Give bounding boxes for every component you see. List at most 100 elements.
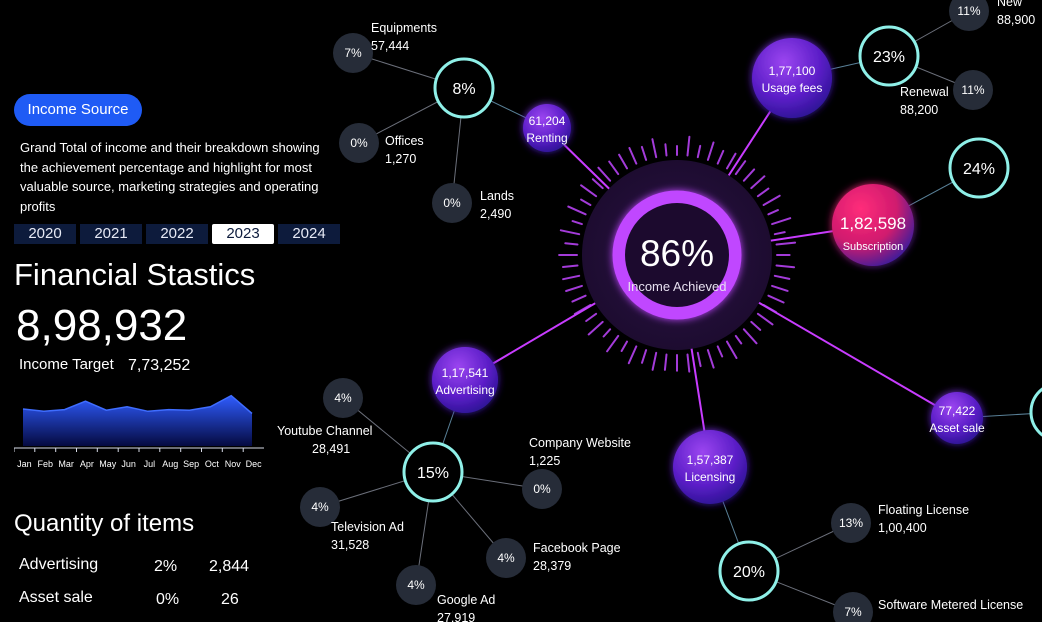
- tick-ring-mark: [767, 209, 779, 216]
- leaf-pct: 4%: [497, 551, 515, 565]
- tick-ring-mark: [628, 147, 638, 165]
- leaf-label: Offices: [385, 134, 424, 148]
- center-label: Income Achieved: [627, 279, 726, 294]
- x-tick-label-jan: Jan: [17, 459, 32, 469]
- leaf-label: Television Ad: [331, 520, 404, 534]
- source-label-subscription: Subscription: [843, 241, 904, 253]
- tick-ring-mark: [750, 320, 762, 331]
- tick-ring-mark: [716, 149, 725, 165]
- tick-ring-mark: [756, 312, 774, 326]
- hub-pct-subscription: 24%: [963, 161, 995, 178]
- center-inner: [625, 203, 729, 307]
- tick-ring-mark: [580, 184, 598, 198]
- leaf-label: Company Website: [529, 436, 631, 450]
- tick-ring-mark: [602, 328, 612, 338]
- tick-ring-mark: [608, 160, 620, 176]
- tick-ring-mark: [742, 328, 758, 345]
- tick-ring-mark: [756, 187, 770, 198]
- hub-pct-usage-fees: 23%: [873, 49, 905, 66]
- monthly-area-chart: Jan Feb Mar Apr May Jun Jul Aug Sep Oct Nov Dec: [14, 394, 264, 469]
- qty-row-advertising-pct: 2%: [154, 558, 178, 575]
- source-value-advertising: 1,17,541: [442, 366, 489, 380]
- grand-total: 8,98,932: [16, 301, 188, 350]
- tick-ring-mark: [734, 160, 747, 176]
- leaf-pct: 4%: [311, 500, 329, 514]
- tick-ring-mark: [587, 320, 604, 336]
- year-tab-2021[interactable]: 2021: [80, 224, 142, 244]
- tick-ring-mark: [651, 138, 658, 159]
- leaf-label: Youtube Channel: [277, 424, 372, 438]
- leaf-value: 2,490: [480, 207, 511, 221]
- source-value-renting: 61,204: [529, 114, 566, 128]
- tick-ring-mark: [750, 175, 766, 190]
- tick-ring-mark: [620, 340, 628, 352]
- tick-ring-mark: [640, 145, 648, 161]
- source-value-subscription: 1,82,598: [840, 214, 906, 233]
- leaf-label: Google Ad: [437, 593, 495, 607]
- income-source-button[interactable]: Income Source: [14, 94, 142, 126]
- leaf-value: 28,379: [533, 559, 571, 573]
- tick-ring-mark: [716, 345, 724, 358]
- tick-ring-mark: [771, 284, 789, 292]
- leaf-label: Software Metered License: [878, 598, 1023, 612]
- tick-ring-mark: [559, 229, 581, 236]
- tick-ring-mark: [618, 153, 628, 170]
- tick-ring-mark: [696, 144, 702, 159]
- year-tab-2020[interactable]: 2020: [14, 224, 76, 244]
- tick-ring-mark: [773, 274, 791, 280]
- source-node-usage-fees: [752, 38, 832, 118]
- hub-node-licensing: [718, 540, 780, 602]
- tick-ring-mark: [762, 304, 777, 314]
- leaf-node: [831, 503, 871, 543]
- leaf-value: 31,528: [331, 538, 369, 552]
- leaf-pct: 13%: [839, 516, 863, 530]
- hub-pct-advertising: 15%: [417, 465, 449, 482]
- tick-ring-mark: [686, 353, 691, 373]
- year-tab-2024[interactable]: 2024: [278, 224, 340, 244]
- hub-node-asset-sale: [1029, 387, 1042, 437]
- year-tab-2022[interactable]: 2022: [146, 224, 208, 244]
- tick-ring-mark: [726, 340, 738, 359]
- leaf-node: [396, 565, 436, 605]
- tick-ring-mark: [726, 152, 737, 170]
- tick-ring-mark: [706, 141, 715, 161]
- x-tick-label-jun: Jun: [121, 459, 136, 469]
- qty-row-advertising-name: Advertising: [19, 556, 99, 573]
- leaf-value: 57,444: [371, 39, 409, 53]
- tick-ring-mark: [651, 351, 658, 371]
- tick-ring-mark: [562, 264, 579, 268]
- tick-ring-mark: [573, 304, 592, 315]
- leaf-node: [522, 469, 562, 509]
- source-node-renting: [523, 104, 571, 152]
- tick-ring-mark: [571, 220, 583, 226]
- qty-row-asset-sale-value: 26: [221, 591, 239, 608]
- x-tick-label-oct: Oct: [205, 459, 220, 469]
- source-value-licensing: 1,57,387: [687, 453, 734, 467]
- source-label-usage-fees: Usage fees: [762, 81, 823, 95]
- leaf-pct: 4%: [334, 391, 352, 405]
- tick-ring-mark: [591, 178, 604, 190]
- year-tab-2023[interactable]: 2023: [212, 224, 274, 244]
- leaf-pct: 11%: [961, 83, 984, 97]
- tick-ring-mark: [597, 166, 612, 182]
- tick-ring-mark: [734, 334, 743, 345]
- x-tick-label-mar: Mar: [58, 459, 74, 469]
- source-label-advertising: Advertising: [435, 383, 494, 397]
- tick-ring-mark: [686, 135, 691, 157]
- income-target-value: 7,73,252: [128, 357, 191, 374]
- source-value-asset-sale: 77,422: [939, 404, 976, 418]
- leaf-value: 27,919: [437, 611, 475, 622]
- center-percentage: 86%: [640, 233, 714, 274]
- leaf-label: Renewal: [900, 85, 949, 99]
- tick-ring-mark: [565, 284, 583, 292]
- tick-ring-mark: [775, 241, 797, 246]
- leaf-node: [323, 378, 363, 418]
- tick-ring-mark: [773, 231, 786, 236]
- x-tick-label-apr: Apr: [80, 459, 94, 469]
- quantity-title: Quantity of items: [14, 510, 195, 537]
- leaf-value: 1,00,400: [878, 521, 927, 535]
- tick-ring-mark: [564, 242, 579, 246]
- tick-ring-mark: [562, 274, 581, 281]
